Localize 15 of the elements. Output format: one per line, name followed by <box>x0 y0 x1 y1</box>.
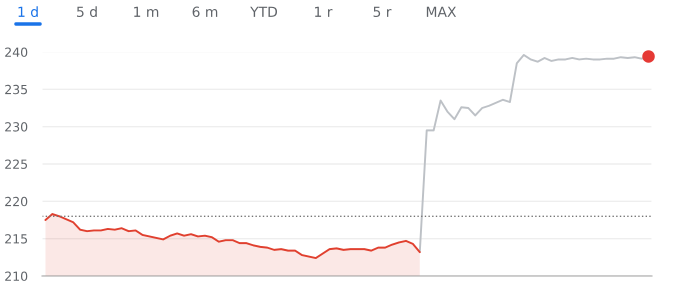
y-tick-label: 230 <box>5 122 28 132</box>
text: YTD <box>250 6 278 17</box>
text: 1 m <box>134 6 158 17</box>
text: MAX <box>426 6 456 17</box>
y-tick-label: 210 <box>5 271 28 281</box>
text: 1 d <box>18 6 38 18</box>
text: 5 r <box>374 6 392 18</box>
text: 5 d <box>77 6 97 18</box>
y-tick-label: 220 <box>5 196 28 206</box>
text: 1 r <box>315 6 332 17</box>
y-tick-label: 225 <box>5 159 28 169</box>
text: 6 m <box>192 6 218 18</box>
y-tick-label: 240 <box>5 47 28 57</box>
y-tick-label: 215 <box>5 234 28 244</box>
y-tick-label: 235 <box>5 84 28 94</box>
